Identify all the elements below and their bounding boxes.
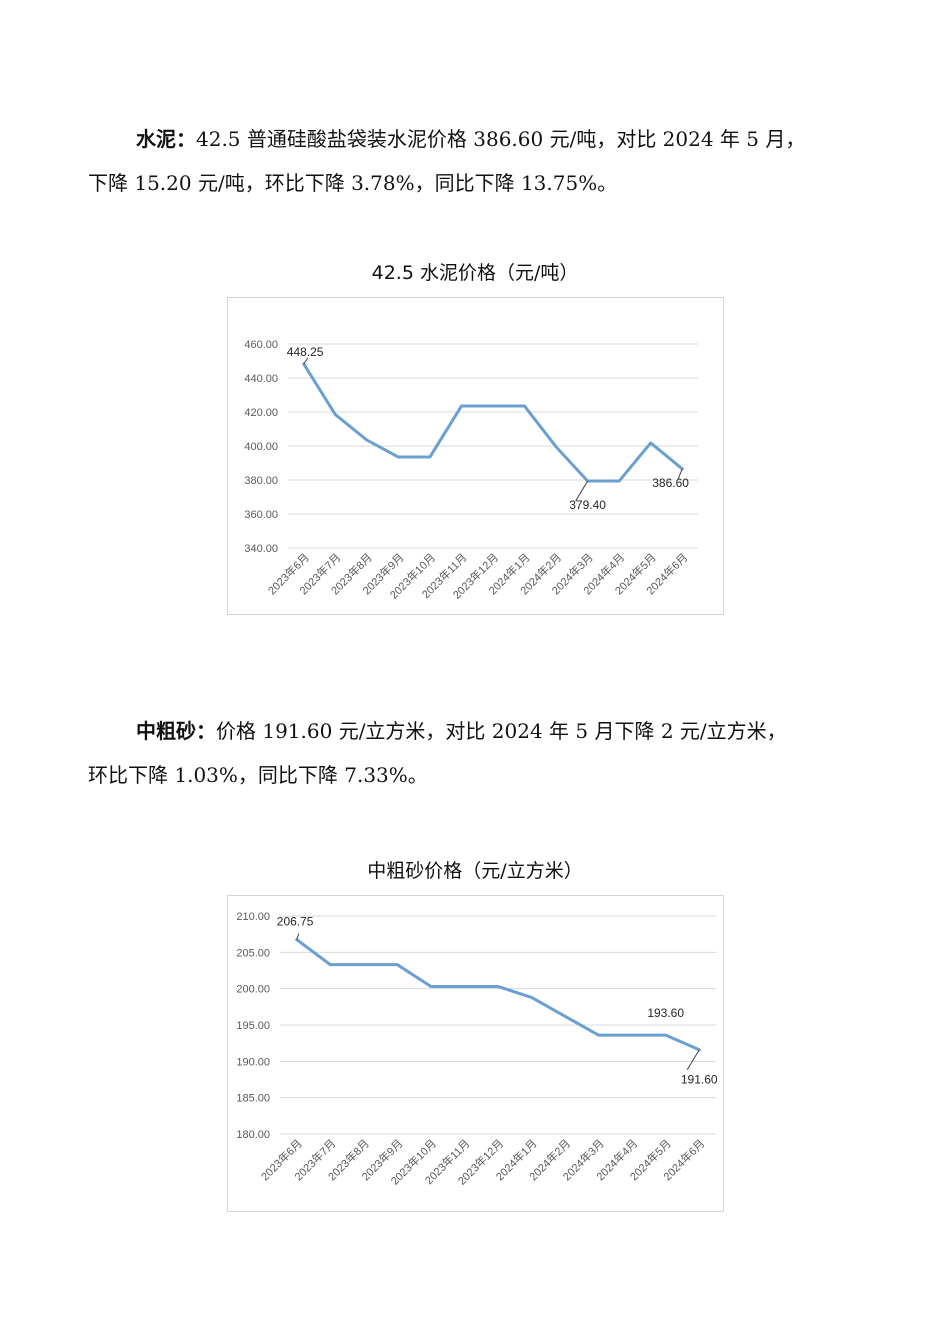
cement-paragraph-lead: 水泥： xyxy=(136,127,196,151)
y-tick-label: 340.00 xyxy=(244,543,278,555)
data-label-leader xyxy=(677,468,683,479)
data-label: 191.60 xyxy=(681,1073,718,1087)
data-label-leader xyxy=(575,480,589,502)
sand-paragraph: 中粗砂：价格 191.60 元/立方米，对比 2024 年 5 月下降 2 元/… xyxy=(88,709,868,797)
sand-paragraph-line2: 环比下降 1.03%，同比下降 7.33%。 xyxy=(88,763,428,787)
cement-price-chart: 340.00 360.00 380.00 400.00 420.00 440.00 460.… xyxy=(244,339,698,602)
cement-paragraph-line2: 下降 15.20 元/吨，环比下降 3.78%，同比下降 13.75%。 xyxy=(88,171,618,195)
data-label-leader xyxy=(303,357,309,365)
y-tick-label: 185.00 xyxy=(236,1093,270,1105)
data-label: 193.60 xyxy=(647,1006,684,1020)
data-label: 379.40 xyxy=(569,498,606,512)
cement-paragraph-line1: 42.5 普通硅酸盐袋装水泥价格 386.60 元/吨，对比 2024 年 5 … xyxy=(196,127,806,151)
sand-chart-frame: 180.00 185.00 190.00 195.00 200.00 205.00 210.… xyxy=(227,895,724,1212)
y-tick-label: 440.00 xyxy=(244,373,278,385)
y-tick-label: 400.00 xyxy=(244,441,278,453)
cement-paragraph: 水泥：42.5 普通硅酸盐袋装水泥价格 386.60 元/吨，对比 2024 年… xyxy=(88,117,868,205)
y-tick-label: 205.00 xyxy=(236,947,270,959)
data-label: 448.25 xyxy=(287,345,324,359)
y-tick-label: 190.00 xyxy=(236,1056,270,1068)
data-label: 386.60 xyxy=(652,476,689,490)
cement-chart-title: 42.5 水泥价格（元/吨） xyxy=(371,262,579,284)
y-tick-label: 200.00 xyxy=(236,984,270,996)
y-tick-label: 460.00 xyxy=(244,339,278,351)
sand-price-chart: 180.00 185.00 190.00 195.00 200.00 205.00 210.… xyxy=(236,911,718,1188)
y-tick-label: 380.00 xyxy=(244,475,278,487)
sand-paragraph-line1: 价格 191.60 元/立方米，对比 2024 年 5 月下降 2 元/立方米， xyxy=(216,719,787,743)
data-label-leader xyxy=(296,933,300,940)
sand-paragraph-lead: 中粗砂： xyxy=(136,719,216,743)
price-series-line xyxy=(295,938,701,1052)
price-series-line xyxy=(302,362,684,483)
cement-chart-frame: 340.00 360.00 380.00 400.00 420.00 440.00 460.… xyxy=(227,297,724,615)
y-tick-label: 180.00 xyxy=(236,1129,270,1141)
sand-chart-title: 中粗砂价格（元/立方米） xyxy=(367,860,583,882)
data-label: 206.75 xyxy=(277,915,314,929)
data-label-leader xyxy=(686,1049,700,1070)
y-tick-label: 195.00 xyxy=(236,1020,270,1032)
y-tick-label: 420.00 xyxy=(244,407,278,419)
y-tick-label: 360.00 xyxy=(244,509,278,521)
y-tick-label: 210.00 xyxy=(236,911,270,923)
